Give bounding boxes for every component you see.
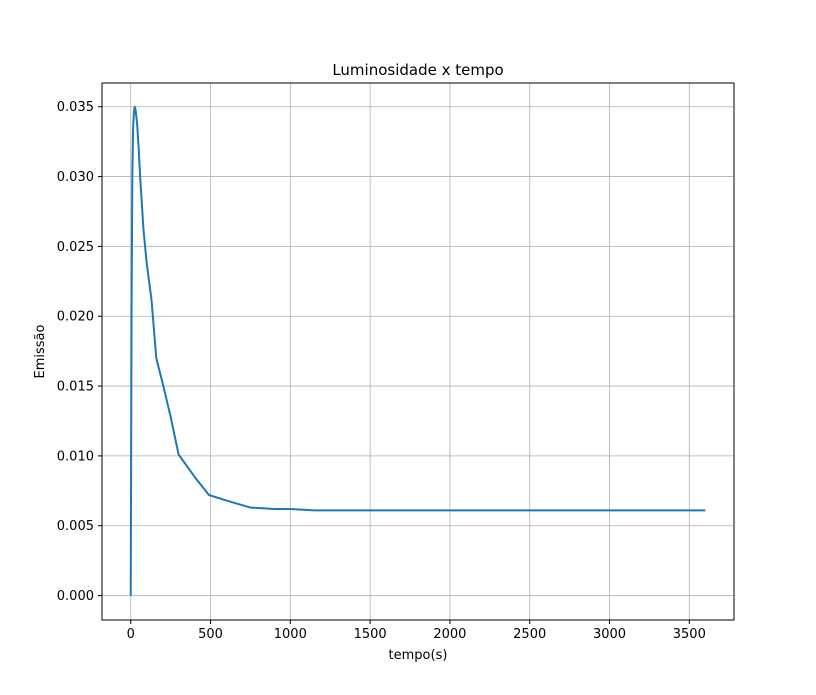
y-tick-label: 0.025 — [57, 240, 94, 255]
plot-frame — [101, 82, 735, 621]
x-tick-label: 500 — [198, 627, 223, 642]
y-tick-label: 0.005 — [57, 519, 94, 534]
series-layer — [129, 105, 706, 596]
y-tick-label: 0.010 — [57, 449, 94, 464]
x-tick-label: 1500 — [354, 627, 387, 642]
x-tick-label: 2500 — [513, 627, 546, 642]
x-tick-label: 0 — [127, 627, 135, 642]
x-tick-label: 2000 — [433, 627, 466, 642]
x-tick-label: 3500 — [673, 627, 706, 642]
y-tick-label: 0.035 — [57, 100, 94, 115]
x-tick-label: 3000 — [593, 627, 626, 642]
x-axis: 0 500 1000 1500 2000 2500 3000 3500 — [127, 620, 706, 642]
x-tick-label: 1000 — [274, 627, 307, 642]
x-axis-label: tempo(s) — [389, 648, 448, 663]
chart-title: Luminosidade x tempo — [332, 61, 503, 79]
y-tick-label: 0.030 — [57, 170, 94, 185]
y-tick-label: 0.000 — [57, 589, 94, 604]
y-axis: 0.000 0.005 0.010 0.015 0.020 0.025 0.030 0.035 — [57, 100, 102, 604]
y-tick-label: 0.015 — [57, 380, 94, 395]
series-line — [129, 105, 706, 596]
y-tick-label: 0.020 — [57, 310, 94, 325]
grid — [102, 83, 734, 620]
y-axis-label: Emissão — [33, 324, 48, 378]
